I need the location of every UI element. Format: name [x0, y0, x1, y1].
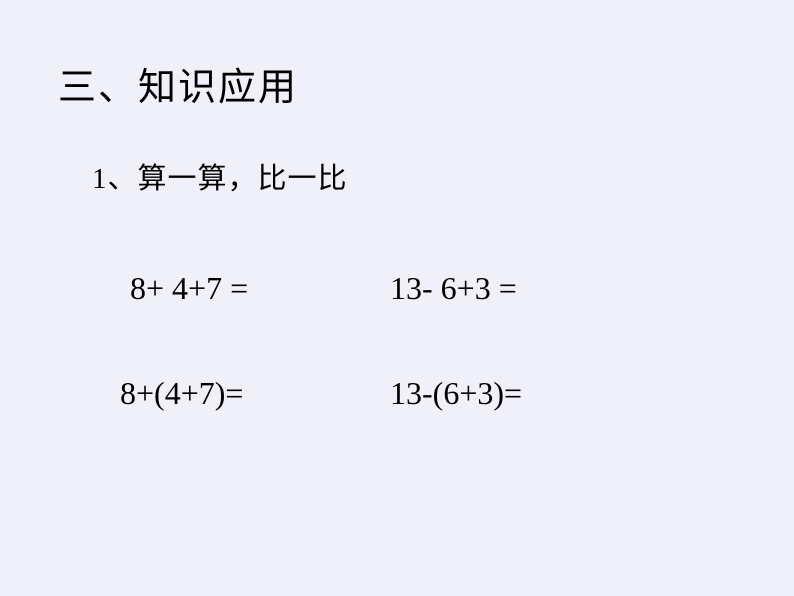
slide-container: 三、知识应用 1、算一算，比一比 8+ 4+7 = 13- 6+3 = 8+(4… — [0, 0, 794, 596]
equation-row-1: 8+ 4+7 = 13- 6+3 = — [130, 270, 517, 307]
section-heading: 三、知识应用 — [58, 56, 298, 111]
equation-2-right: 13-(6+3)= — [390, 375, 522, 412]
equation-2-left: 8+(4+7)= — [120, 375, 390, 412]
equation-1-left: 8+ 4+7 = — [130, 270, 390, 307]
equation-1-right: 13- 6+3 = — [390, 270, 517, 307]
subsection-heading: 1、算一算，比一比 — [92, 155, 348, 197]
equation-row-2: 8+(4+7)= 13-(6+3)= — [120, 375, 522, 412]
